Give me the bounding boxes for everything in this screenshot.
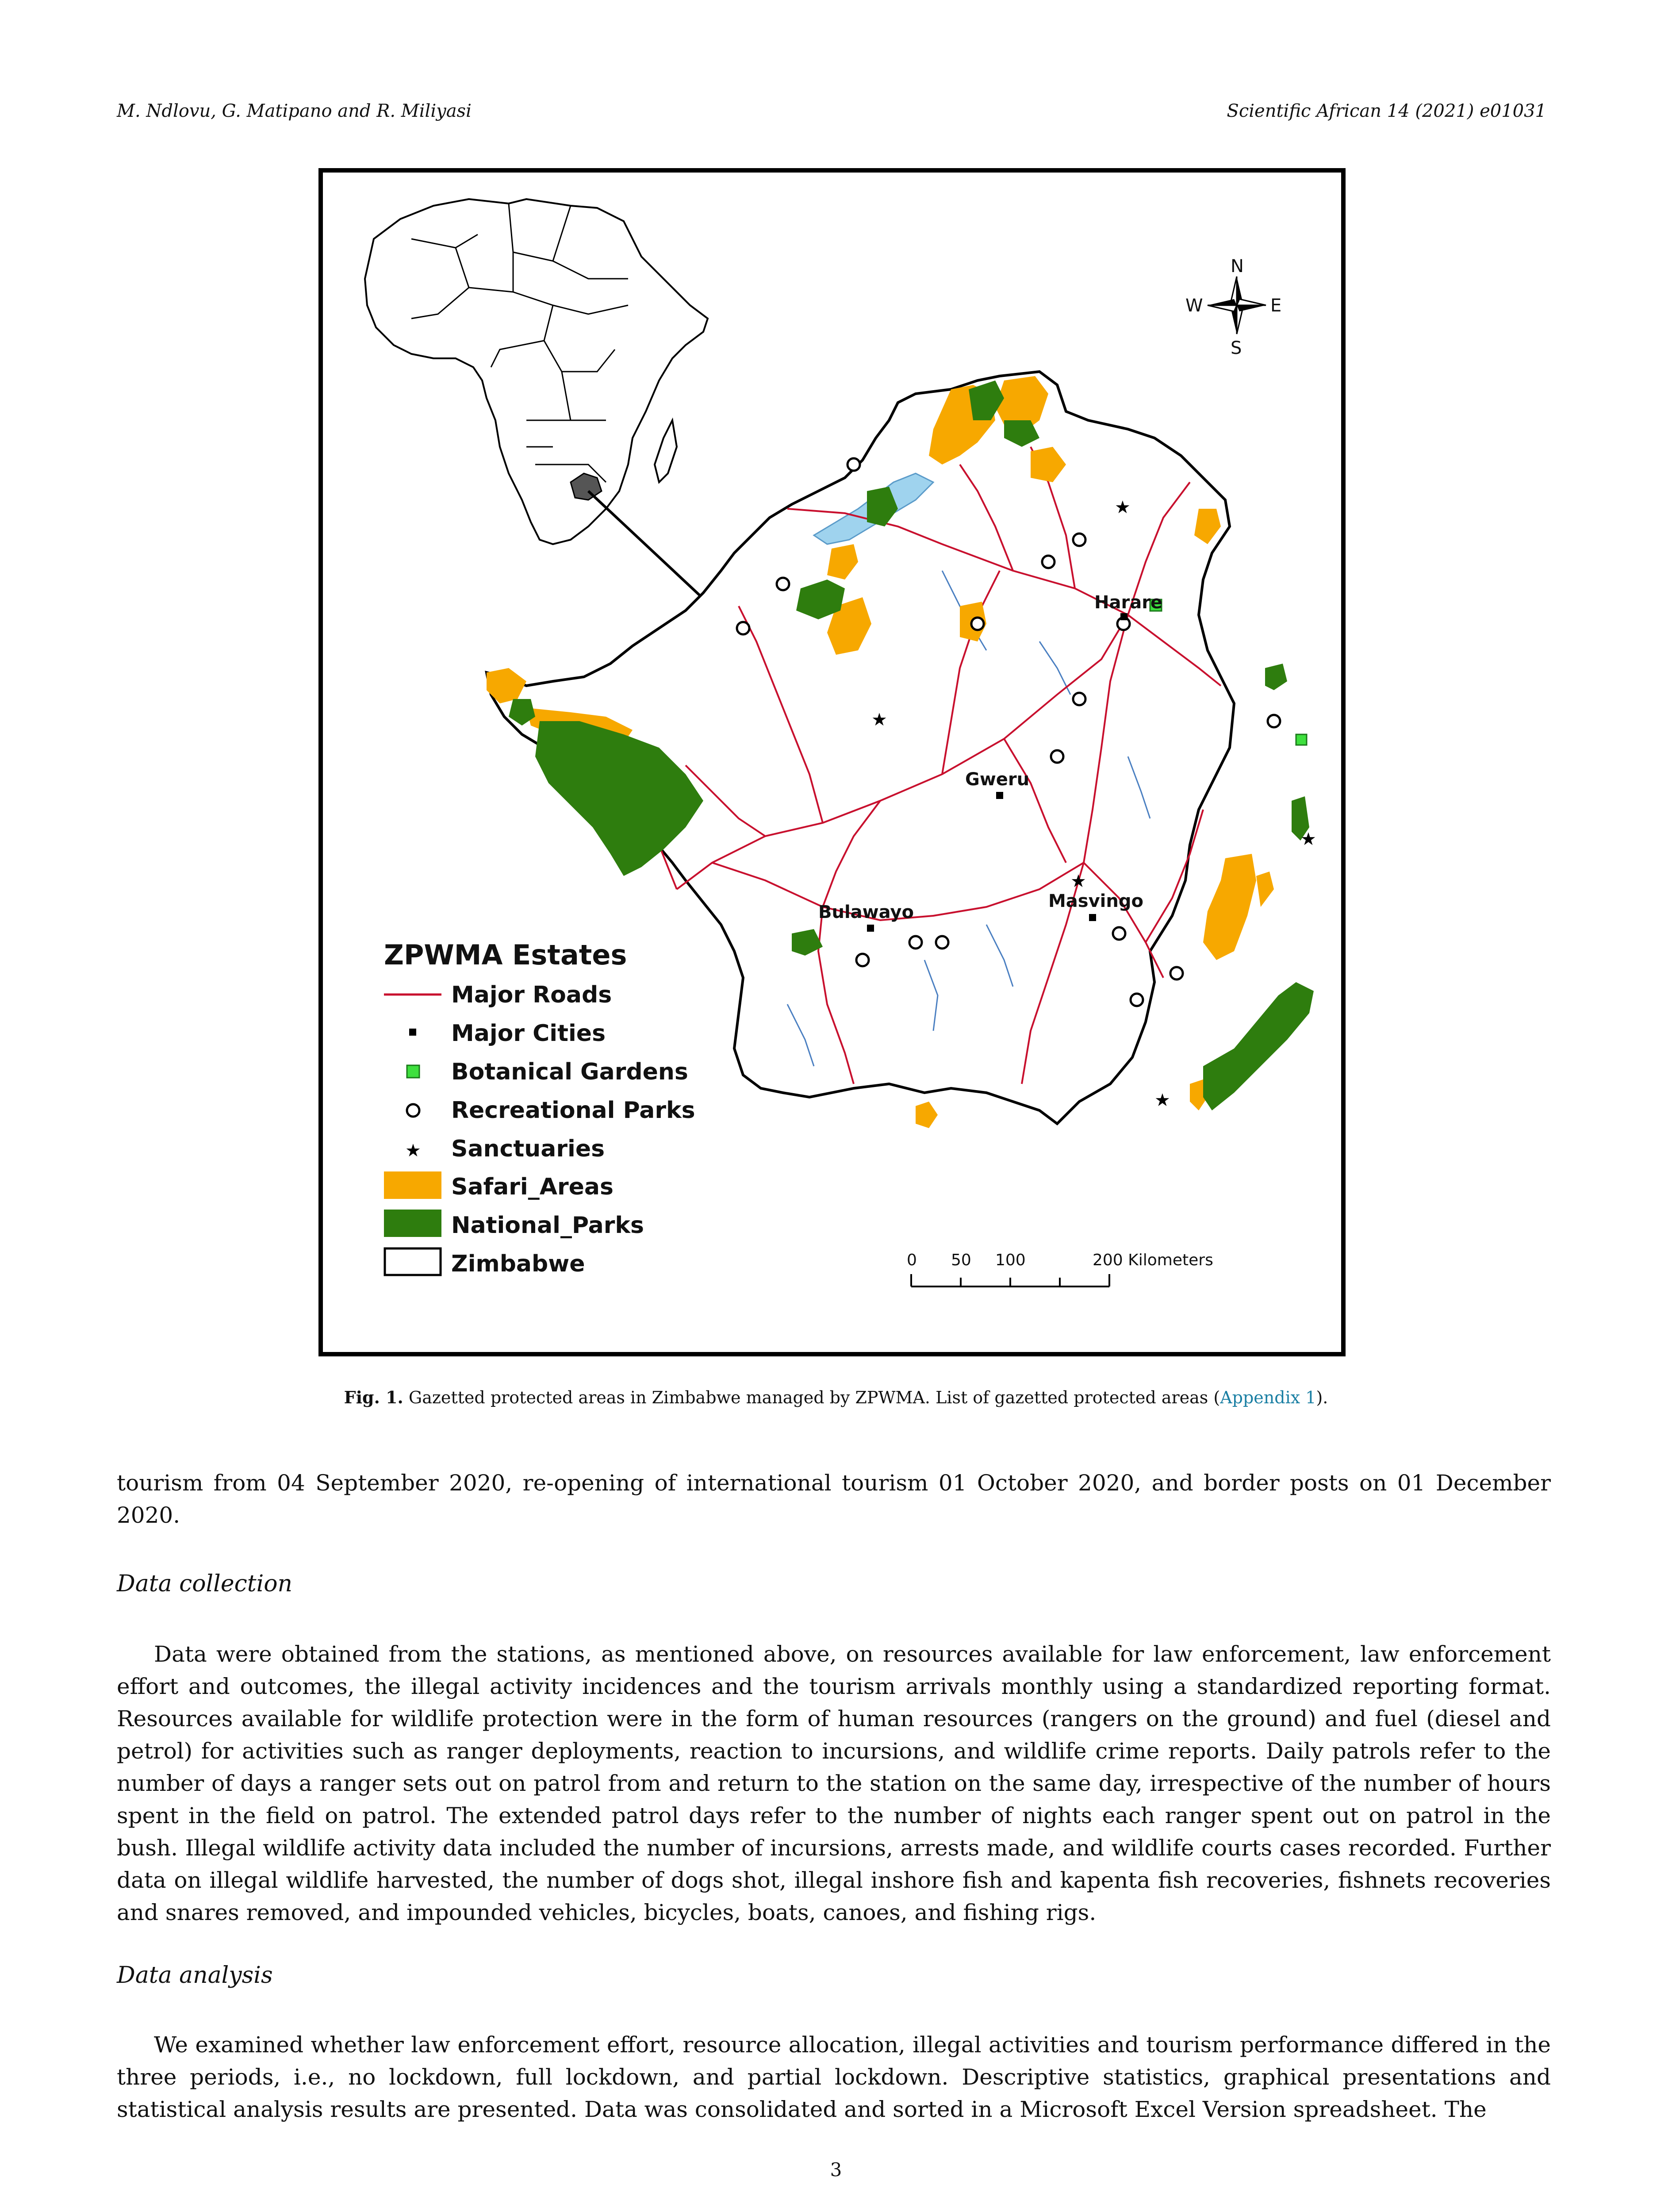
appendix-link[interactable]: Appendix 1 xyxy=(1220,1388,1316,1407)
running-head-journal: Scientific African 14 (2021) e01031 xyxy=(1227,101,1546,121)
svg-text:★: ★ xyxy=(1115,497,1131,518)
legend-recreational-swatch xyxy=(406,1103,421,1118)
legend-item-sanctuaries: Sanctuaries xyxy=(451,1136,605,1162)
paragraph-data-analysis: We examined whether law enforcement effo… xyxy=(117,2032,1551,2122)
compass-s: S xyxy=(1231,338,1242,358)
major-cities: Harare Gweru Bulawayo Masvingo xyxy=(818,592,1162,932)
legend-title: ZPWMA Estates xyxy=(384,939,627,971)
scale-label-200: 200 Kilometers xyxy=(1093,1251,1213,1269)
africa-country-borders xyxy=(411,203,629,483)
madagascar-outline xyxy=(653,417,678,484)
svg-text:★: ★ xyxy=(1070,871,1086,891)
harare-marker xyxy=(1120,613,1127,620)
recreational-parks xyxy=(736,457,1281,1007)
map-svg: ★ ★ ★ ★ ★ Harare Gweru Bulawayo Masvingo xyxy=(364,198,1316,1287)
scale-label-50: 50 xyxy=(951,1251,971,1269)
legend-item-roads: Major Roads xyxy=(451,982,612,1008)
africa-inset-map xyxy=(364,198,709,545)
svg-text:★: ★ xyxy=(1300,829,1316,849)
bulawayo-label: Bulawayo xyxy=(818,902,914,922)
gweru-marker xyxy=(996,792,1003,799)
caption-end: ). xyxy=(1316,1388,1328,1407)
legend-cities-swatch xyxy=(409,1029,416,1036)
legend-safari-swatch xyxy=(384,1171,441,1199)
scale-bar: 0 50 100 200 Kilometers xyxy=(907,1251,1213,1287)
paragraph-continued: tourism from 04 September 2020, re-openi… xyxy=(117,1470,1551,1528)
compass-n: N xyxy=(1231,256,1244,276)
national-parks xyxy=(509,380,1314,1110)
paragraph-data-collection: Data were obtained from the stations, as… xyxy=(117,1641,1551,1925)
masvingo-marker xyxy=(1089,914,1096,921)
major-roads xyxy=(552,446,1222,1084)
compass-e: E xyxy=(1270,296,1281,316)
svg-text:★: ★ xyxy=(1154,1090,1170,1110)
legend-botanical-swatch xyxy=(406,1064,420,1079)
legend-item-safari: Safari_Areas xyxy=(451,1174,614,1200)
legend-item-botanical: Botanical Gardens xyxy=(451,1059,688,1085)
map-figure: ★ ★ ★ ★ ★ Harare Gweru Bulawayo Masvingo xyxy=(318,168,1346,1356)
caption-text: Gazetted protected areas in Zimbabwe man… xyxy=(408,1388,1220,1407)
section-heading-data-collection: Data collection xyxy=(117,1571,293,1597)
legend-item-national-parks: National_Parks xyxy=(451,1212,644,1239)
page-number: 3 xyxy=(830,2159,842,2181)
legend-zimbabwe-swatch xyxy=(383,1247,442,1276)
harare-label: Harare xyxy=(1094,592,1162,613)
map-legend: ZPWMA Estates Major Roads Major Cities B… xyxy=(383,939,695,1277)
legend-item-zimbabwe: Zimbabwe xyxy=(451,1251,585,1277)
figure-caption: Fig. 1. Gazetted protected areas in Zimb… xyxy=(0,1387,1672,1407)
gweru-label: Gweru xyxy=(965,769,1029,790)
scale-label-0: 0 xyxy=(907,1251,917,1269)
legend-item-recreational: Recreational Parks xyxy=(451,1097,695,1124)
caption-label: Fig. 1. xyxy=(344,1387,403,1407)
legend-item-cities: Major Cities xyxy=(451,1020,606,1047)
bulawayo-marker xyxy=(867,925,874,932)
running-head-authors: M. Ndlovu, G. Matipano and R. Miliyasi xyxy=(117,101,472,121)
africa-outline xyxy=(364,198,709,545)
scale-label-100: 100 xyxy=(995,1251,1026,1269)
compass-rose: N S E W xyxy=(1185,256,1281,358)
section-heading-data-analysis: Data analysis xyxy=(117,1962,273,1989)
sanctuaries: ★ ★ ★ ★ ★ xyxy=(871,497,1316,1110)
legend-national-parks-swatch xyxy=(384,1210,441,1237)
legend-sanctuary-star-icon: ★ xyxy=(405,1141,421,1161)
masvingo-label: Masvingo xyxy=(1048,891,1143,911)
svg-text:★: ★ xyxy=(871,710,887,730)
zimbabwe-highlight xyxy=(570,472,602,501)
botanical-gardens xyxy=(1149,599,1308,746)
compass-w: W xyxy=(1185,296,1203,316)
